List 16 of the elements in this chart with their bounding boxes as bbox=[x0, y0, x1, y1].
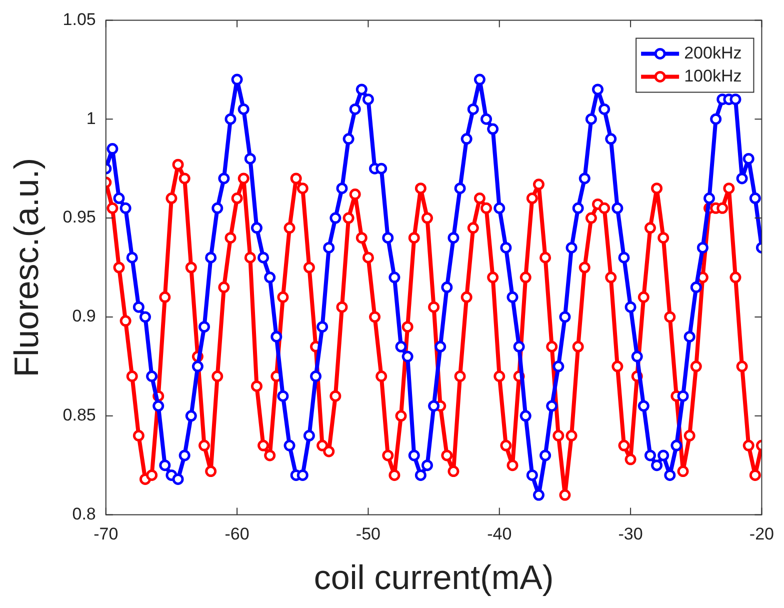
y-tick-label: 0.8 bbox=[72, 504, 96, 524]
legend-label: 200kHz bbox=[684, 43, 742, 62]
y-tick-label: 0.85 bbox=[62, 406, 96, 425]
x-tick-label: -70 bbox=[94, 524, 118, 544]
y-tick-label: 1.05 bbox=[62, 10, 96, 29]
y-axis-title: Fluoresc.(a.u.) bbox=[8, 158, 46, 378]
y-tick-label: 0.9 bbox=[72, 306, 96, 326]
x-axis-title: coil current(mA) bbox=[314, 558, 554, 597]
x-tick-label: -20 bbox=[749, 524, 774, 544]
legend-label: 100kHz bbox=[684, 66, 742, 86]
x-tick-label: -40 bbox=[487, 524, 512, 544]
y-tick-label: 1 bbox=[86, 108, 96, 128]
y-tick-label: 0.95 bbox=[62, 208, 96, 227]
x-tick-label: -50 bbox=[356, 524, 381, 544]
x-tick-label: -30 bbox=[618, 524, 643, 544]
x-tick-label: -60 bbox=[224, 524, 250, 544]
